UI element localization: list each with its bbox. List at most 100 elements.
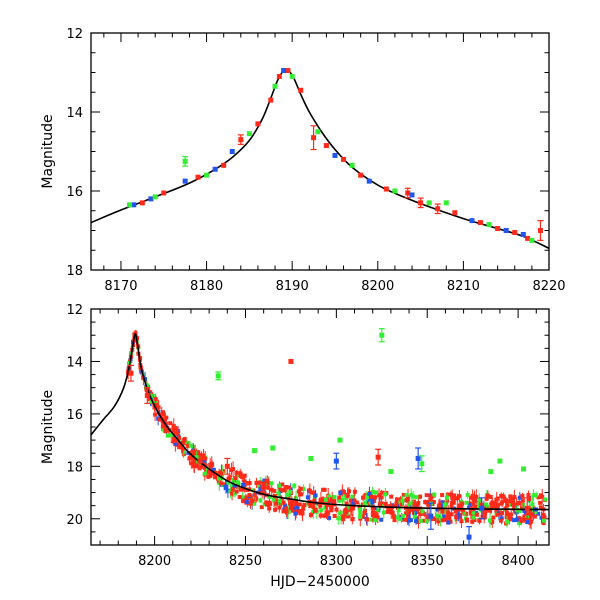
data-point	[350, 517, 355, 522]
data-point	[156, 405, 161, 410]
data-point	[472, 494, 477, 499]
data-point	[438, 516, 443, 521]
data-point	[478, 220, 484, 226]
data-point	[295, 505, 300, 510]
data-point	[276, 491, 281, 496]
bottom-y-axis-label: Magnitude	[40, 390, 56, 464]
data-point	[514, 517, 519, 522]
data-point	[347, 489, 352, 494]
data-point	[258, 498, 263, 503]
y-tick-label: 20	[66, 513, 83, 528]
data-point	[415, 455, 421, 461]
y-tick-label: 16	[66, 408, 83, 423]
data-point	[238, 487, 243, 492]
data-point	[507, 499, 512, 504]
data-point	[499, 516, 504, 521]
data-point	[426, 502, 431, 507]
data-point	[422, 518, 427, 523]
data-point	[529, 513, 534, 518]
data-point	[298, 511, 303, 516]
data-point	[480, 514, 485, 519]
data-point	[173, 441, 178, 446]
data-point	[416, 501, 421, 506]
data-point	[488, 508, 493, 513]
data-point	[281, 68, 287, 74]
data-point	[440, 493, 445, 498]
data-point	[408, 501, 413, 506]
data-point	[475, 512, 480, 517]
data-point	[360, 514, 365, 519]
data-point	[223, 484, 228, 489]
data-point	[435, 513, 440, 518]
data-point	[188, 443, 193, 448]
data-point	[149, 399, 154, 404]
data-point	[521, 517, 526, 522]
data-point	[460, 507, 465, 512]
data-point	[443, 509, 448, 514]
data-point	[259, 505, 264, 510]
data-point	[169, 432, 174, 437]
data-point	[131, 202, 137, 208]
data-point	[148, 196, 154, 202]
data-point	[411, 494, 416, 499]
data-point	[332, 152, 338, 158]
data-point	[291, 502, 296, 507]
data-point	[185, 441, 190, 446]
data-point	[350, 494, 355, 499]
data-point	[401, 517, 406, 522]
data-point	[153, 412, 158, 417]
data-point	[190, 449, 195, 454]
data-point	[234, 489, 239, 494]
data-point	[375, 454, 381, 460]
data-point	[520, 498, 525, 503]
data-point	[277, 505, 282, 510]
data-point	[471, 511, 476, 516]
y-tick-label: 16	[66, 185, 83, 200]
data-point	[512, 518, 517, 523]
data-point	[433, 516, 438, 521]
data-point	[260, 484, 265, 489]
data-point	[543, 497, 548, 502]
data-point	[484, 502, 489, 507]
data-point	[196, 450, 201, 455]
data-point	[482, 515, 487, 520]
data-point	[164, 427, 169, 432]
data-point	[337, 498, 342, 503]
data-point	[185, 443, 190, 448]
data-point	[416, 519, 421, 524]
data-point	[362, 501, 367, 506]
data-point	[488, 469, 494, 475]
data-point	[145, 383, 150, 388]
data-point	[296, 489, 301, 494]
data-point	[400, 498, 405, 503]
y-tick-label: 18	[66, 264, 83, 279]
data-point	[540, 514, 545, 519]
data-point	[444, 500, 449, 505]
data-point	[527, 497, 532, 502]
data-point	[454, 515, 459, 520]
y-tick-label: 14	[66, 106, 83, 121]
data-point	[227, 476, 232, 481]
data-point	[250, 498, 255, 503]
data-point	[339, 516, 344, 521]
data-point	[508, 496, 513, 501]
data-point	[379, 517, 384, 522]
data-point	[201, 453, 206, 458]
data-point	[163, 417, 168, 422]
data-point	[362, 508, 367, 513]
data-point	[277, 483, 282, 488]
data-point	[254, 480, 259, 485]
data-point	[301, 506, 306, 511]
data-point	[329, 504, 334, 509]
data-point	[300, 511, 305, 516]
data-point	[495, 512, 500, 517]
data-point	[498, 518, 503, 523]
data-point	[493, 504, 498, 509]
data-point	[448, 519, 453, 524]
data-point	[174, 430, 179, 435]
data-point	[405, 190, 411, 196]
data-point	[490, 519, 495, 524]
data-point	[332, 513, 337, 518]
data-point	[313, 493, 318, 498]
data-point	[206, 474, 211, 479]
